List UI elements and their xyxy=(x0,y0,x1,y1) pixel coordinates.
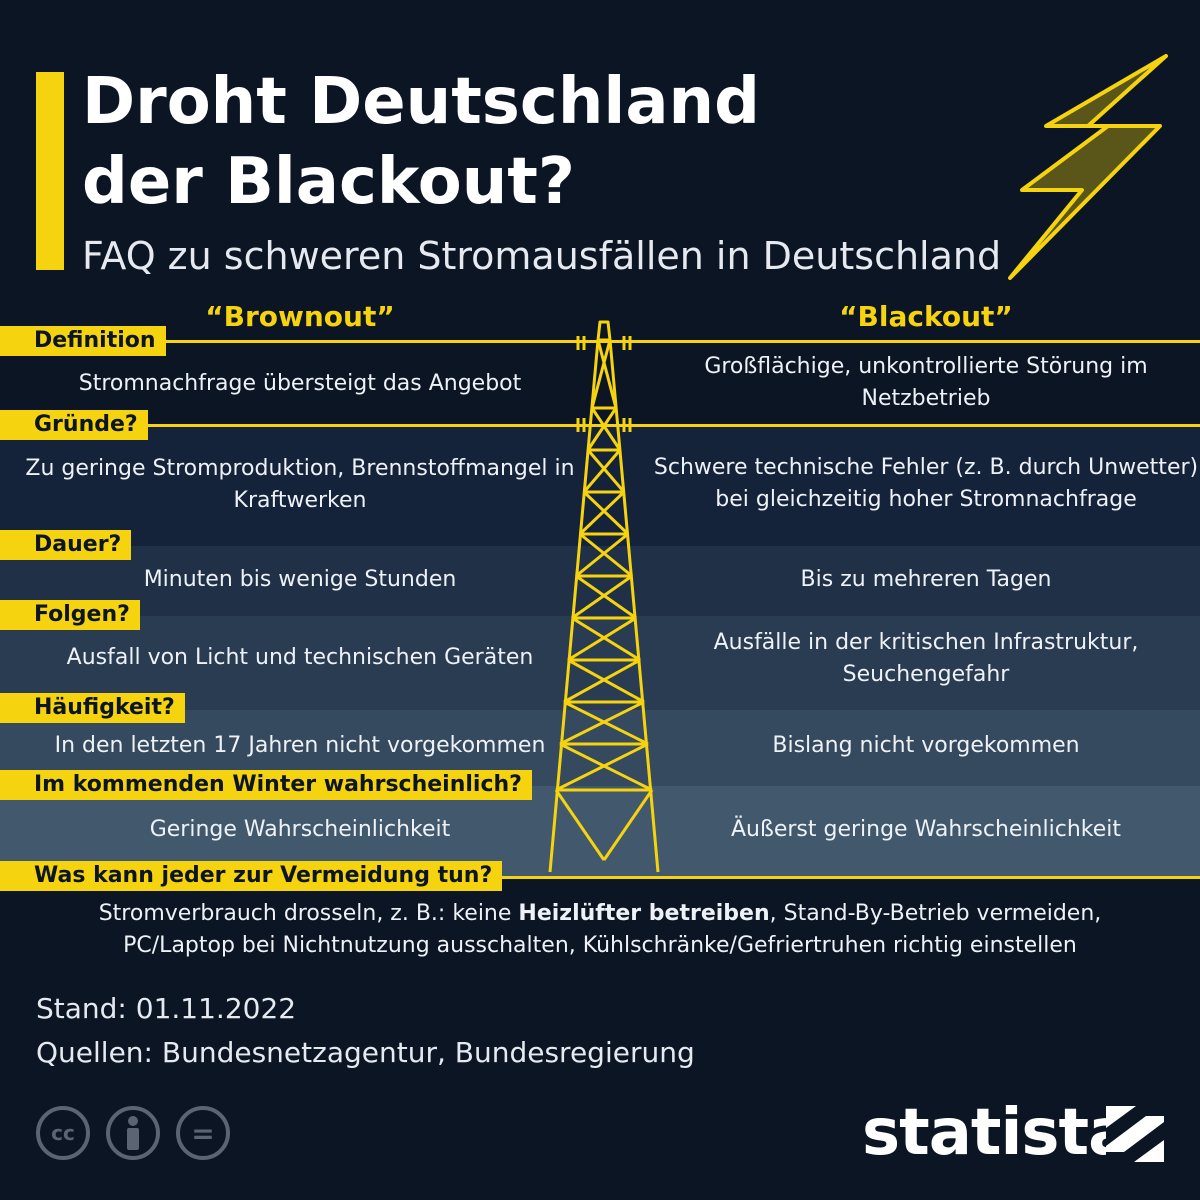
blackout-frequency: Bislang nicht vorgekommen xyxy=(772,733,1080,758)
ground-line xyxy=(0,876,1200,879)
stand-date: Stand: 01.11.2022 xyxy=(36,992,297,1025)
label-duration: Dauer? xyxy=(0,530,132,560)
blackout-consequences: Ausfälle in der kritischen Infrastruktur… xyxy=(713,630,1139,687)
statista-logo-icon xyxy=(1106,1106,1164,1162)
blackout-winter: Äußerst geringe Wahrscheinlichkeit xyxy=(730,817,1121,842)
brownout-frequency: In den letzten 17 Jahren nicht vorgekomm… xyxy=(54,733,546,758)
brownout-duration: Minuten bis wenige Stunden xyxy=(143,567,457,592)
lightning-bolt-icon xyxy=(1008,54,1168,280)
tips-text-before: Stromverbrauch drosseln, z. B.: keine xyxy=(98,901,519,926)
power-pylon-icon xyxy=(548,320,660,873)
band-consequences xyxy=(0,616,1200,710)
attribution-icon[interactable] xyxy=(106,1106,160,1160)
column-head-blackout: “Blackout” xyxy=(839,300,1013,333)
column-head-brownout: “Brownout” xyxy=(205,300,395,333)
band-reasons xyxy=(0,426,1200,546)
blackout-duration: Bis zu mehreren Tagen xyxy=(800,567,1052,592)
label-prevention: Was kann jeder zur Vermeidung tun? xyxy=(0,861,503,891)
no-derivatives-icon[interactable]: = xyxy=(176,1106,230,1160)
brownout-consequences: Ausfall von Licht und technischen Geräte… xyxy=(66,645,534,670)
power-line-2 xyxy=(0,424,1200,427)
prevention-tips: Stromverbrauch drosseln, z. B.: keine He… xyxy=(40,898,1160,962)
accent-bar xyxy=(36,72,64,270)
license-icons: cc = xyxy=(36,1106,230,1160)
label-winter: Im kommenden Winter wahrscheinlich? xyxy=(0,770,532,800)
band-definition xyxy=(0,342,1200,426)
brownout-definition: Stromnachfrage übersteigt das Angebot xyxy=(78,371,522,396)
cc-icon[interactable]: cc xyxy=(36,1106,90,1160)
blackout-definition: Großflächige, unkontrollierte Störung im… xyxy=(704,354,1148,411)
brownout-reasons: Zu geringe Stromproduktion, Brennstoffma… xyxy=(25,456,575,513)
brownout-winter: Geringe Wahrscheinlichkeit xyxy=(149,817,451,842)
statista-logo-text[interactable]: statista xyxy=(862,1096,1131,1170)
sources: Quellen: Bundesnetzagentur, Bundesregier… xyxy=(36,1036,695,1069)
label-definition: Definition xyxy=(0,326,166,356)
title-line-1: Droht Deutschland xyxy=(82,65,760,139)
label-frequency: Häufigkeit? xyxy=(0,693,185,723)
page-subtitle: FAQ zu schweren Stromausfällen in Deutsc… xyxy=(82,234,1002,278)
title-line-2: der Blackout? xyxy=(82,145,575,219)
blackout-reasons: Schwere technische Fehler (z. B. durch U… xyxy=(653,455,1199,512)
label-consequences: Folgen? xyxy=(0,600,140,630)
label-reasons: Gründe? xyxy=(0,410,148,440)
tips-text-bold: Heizlüfter betreiben xyxy=(518,901,770,926)
tips-text-after: , Stand-By-Betrieb vermeiden, PC/Laptop … xyxy=(123,901,1102,958)
page-title: Droht Deutschland der Blackout? xyxy=(82,62,982,222)
